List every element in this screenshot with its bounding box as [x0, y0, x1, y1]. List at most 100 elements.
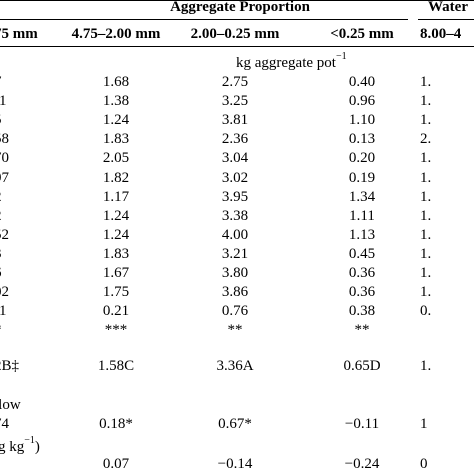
table-cell: 0.19	[348, 170, 376, 186]
row-label: 5	[0, 111, 56, 129]
table-cell: 1.	[420, 227, 432, 243]
table-cell: 3.80	[221, 265, 249, 281]
table-cell: 1.24	[102, 112, 130, 128]
corr-label-3-end: )	[34, 439, 40, 455]
table-cell: 1.	[420, 284, 432, 300]
row-label: 02	[0, 284, 9, 300]
means-cell: 3.36A	[216, 358, 254, 374]
table-cell: 1.24	[102, 227, 130, 243]
table-cell: **	[227, 322, 243, 338]
column-header-1: 4.75–2.00 mm	[71, 26, 161, 42]
table-cell: 1.13	[348, 227, 376, 243]
table-cell: 0.13	[348, 131, 376, 147]
corr-cell: −0.14	[217, 456, 253, 472]
table-cell: 0.76	[221, 303, 249, 319]
table-cell: 0.36	[348, 265, 376, 281]
table-cell: 0.	[420, 303, 432, 319]
row-label: 7	[0, 73, 56, 91]
table-cell: 0.20	[348, 150, 376, 166]
means-label: 2B‡	[0, 358, 20, 374]
corr-cell: 0.18*	[99, 416, 133, 432]
means-cell: 0.65D	[343, 358, 381, 374]
table-cell: 1.83	[102, 131, 130, 147]
column-header-0: 75 mm	[0, 26, 38, 42]
header-bottom-rule	[0, 46, 474, 47]
table-cell: 1.11	[349, 208, 375, 224]
table-cell: 2.36	[221, 131, 249, 147]
table-cell: 0.21	[102, 303, 130, 319]
group-header-aggregate: Aggregate Proportion	[170, 0, 310, 15]
column-header-2: 2.00–0.25 mm	[190, 26, 280, 42]
table-cell: 3.95	[221, 189, 249, 205]
table-cell: 1.82	[102, 170, 130, 186]
table-cell: 0.38	[348, 303, 376, 319]
table-cell: 1.38	[102, 93, 130, 109]
top-rule	[0, 0, 474, 1]
row-label: -1	[0, 93, 7, 109]
water-group-rule	[418, 19, 474, 20]
table-cell: 1.	[420, 112, 432, 128]
means-cell: 1.58C	[97, 358, 135, 374]
table-cell: 2.75	[221, 74, 249, 90]
table-cell: 0.45	[348, 246, 376, 262]
table-cell: ***	[104, 322, 128, 338]
table-cell: 1.	[420, 265, 432, 281]
table-cell: 3.38	[221, 208, 249, 224]
table-cell: 1.	[420, 74, 432, 90]
unit-label-text: kg aggregate pot	[236, 55, 336, 71]
row-label: 6	[0, 264, 56, 282]
means-cell: 1.	[420, 358, 432, 374]
table-cell: 1.	[420, 189, 432, 205]
table-cell: 3.21	[221, 246, 249, 262]
table-cell: 1.34	[348, 189, 376, 205]
unit-label-sup: −1	[335, 51, 347, 62]
table-cell: 1.	[420, 170, 432, 186]
corr-cell: 0.67*	[218, 416, 252, 432]
table-cell: 3.02	[221, 170, 249, 186]
table-cell: 1.	[420, 150, 432, 166]
table-cell: 1.	[420, 208, 432, 224]
corr-cell: 1	[420, 416, 428, 432]
table-cell: **	[354, 322, 370, 338]
corr-cell: 0.07	[102, 456, 130, 472]
table-cell: 2.05	[102, 150, 130, 166]
table-cell: 3.86	[221, 284, 249, 300]
table-cell: 3.25	[221, 93, 249, 109]
table-cell: 1.	[420, 93, 432, 109]
table-cell: 3.81	[221, 112, 249, 128]
row-label: 3	[0, 245, 56, 263]
table-cell: 1.68	[102, 74, 130, 90]
column-header-3: <0.25 mm	[330, 26, 394, 42]
corr-cell: −0.24	[344, 456, 380, 472]
table-cell: 1.83	[102, 246, 130, 262]
row-label: 52	[0, 227, 9, 243]
table-cell: 1.67	[102, 265, 130, 281]
group-header-water: Water	[428, 0, 468, 15]
row-label: 2	[0, 207, 56, 225]
corr-label-3: g kg−1)	[0, 434, 40, 456]
table-cell: 1.24	[102, 208, 130, 224]
table-cell: 1.10	[348, 112, 376, 128]
table-cell: 0.36	[348, 284, 376, 300]
row-label: *	[0, 321, 56, 339]
corr-label-3-sup: −1	[24, 435, 35, 446]
row-label: 58	[0, 131, 9, 147]
table-cell: 1.17	[102, 189, 130, 205]
corr-label-3-text: g kg	[0, 439, 25, 455]
corr-cell: 0	[420, 456, 428, 472]
corr-label-2: 74	[0, 416, 9, 432]
column-header-4: 8.00–4	[420, 26, 462, 42]
table-cell: 4.00	[221, 227, 249, 243]
table-cell: 2.	[420, 131, 432, 147]
corr-label-1: llow	[0, 397, 21, 413]
table-cell: 3.04	[221, 150, 249, 166]
row-label: 2	[0, 188, 56, 206]
table-cell: 0.40	[348, 74, 376, 90]
row-label: )1	[0, 303, 7, 319]
corr-cell: −0.11	[344, 416, 380, 432]
row-label: 97	[0, 170, 9, 186]
table-cell: 1.75	[102, 284, 130, 300]
unit-label: kg aggregate pot−1	[236, 50, 347, 72]
table-cell: 1.	[420, 246, 432, 262]
